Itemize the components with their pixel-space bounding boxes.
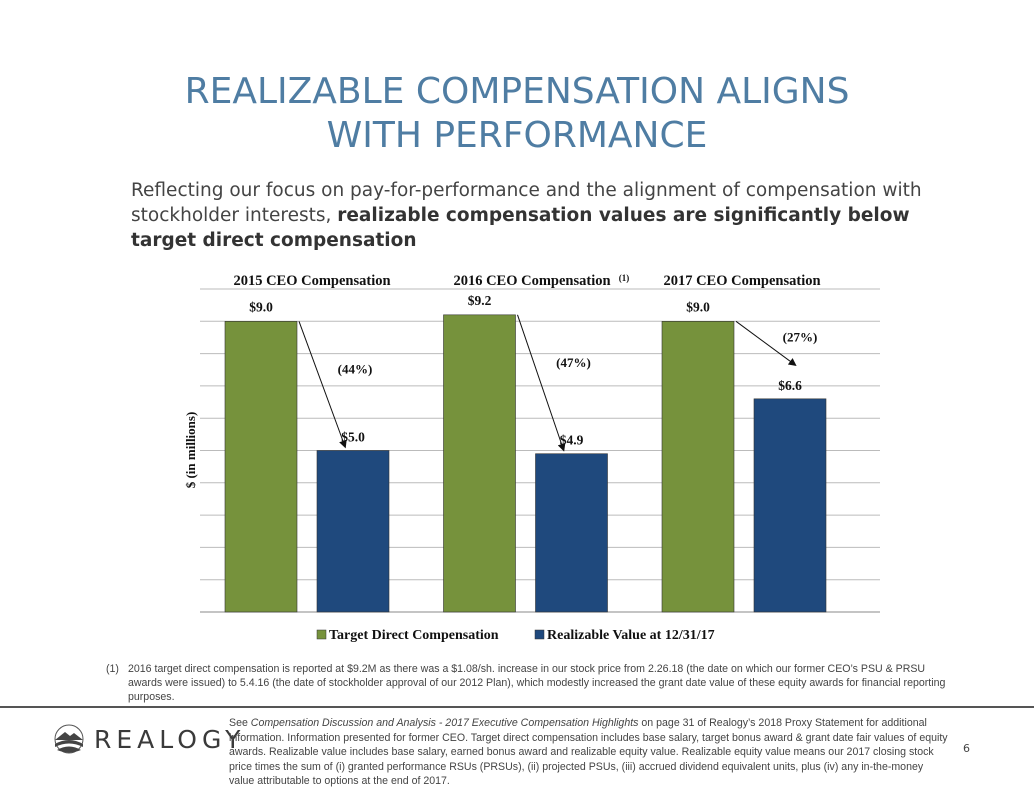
group-title: 2015 CEO Compensation xyxy=(233,273,390,289)
intro-plain: Reflecting our focus on pay-for-performa… xyxy=(131,180,922,226)
change-label: (47%) xyxy=(556,355,591,370)
legend-label: Realizable Value at 12/31/17 xyxy=(547,628,715,643)
page-number: 6 xyxy=(963,742,970,755)
y-axis-label: $ (in millions) xyxy=(183,412,198,489)
target-bar xyxy=(661,320,735,613)
change-arrow xyxy=(517,314,566,452)
target-bar xyxy=(443,314,516,613)
realizable-value-label: $4.9 xyxy=(560,433,584,448)
intro-text: Reflecting our focus on pay-for-performa… xyxy=(131,178,961,253)
realogy-logo: REALOGY xyxy=(52,724,245,754)
title-line-2: WITH PERFORMANCE xyxy=(326,115,708,156)
target-value-label: $9.0 xyxy=(249,299,273,314)
group-title: 2016 CEO Compensation xyxy=(453,273,610,289)
realizable-bar xyxy=(535,453,608,613)
source-post: on page 31 of Realogy’s 2018 Proxy State… xyxy=(229,717,948,787)
footnote-number: (1) xyxy=(106,663,119,675)
realizable-bar xyxy=(316,450,390,613)
realizable-value-label: $6.6 xyxy=(778,378,802,393)
source-note: See Compensation Discussion and Analysis… xyxy=(229,716,949,789)
page-title: REALIZABLE COMPENSATION ALIGNS WITH PERF… xyxy=(0,70,1034,158)
source-italic: Compensation Discussion and Analysis - 2… xyxy=(250,717,639,729)
legend-swatch xyxy=(534,629,545,640)
realizable-value-label: $5.0 xyxy=(341,430,365,445)
realizable-bar xyxy=(753,398,827,613)
footnote: (1) 2016 target direct compensation is r… xyxy=(106,662,946,704)
change-label: (27%) xyxy=(783,329,818,344)
mountain-logo-icon xyxy=(54,724,84,754)
group-title: 2017 CEO Compensation xyxy=(663,273,820,289)
change-arrow xyxy=(735,320,797,367)
legend-swatch xyxy=(316,629,327,640)
footnote-text: 2016 target direct compensation is repor… xyxy=(128,663,946,703)
divider xyxy=(0,706,1034,708)
footnote-mark: (1) xyxy=(619,273,630,283)
source-pre: See xyxy=(229,717,251,729)
legend-label: Target Direct Compensation xyxy=(329,628,499,643)
change-arrow xyxy=(298,321,347,449)
compensation-chart: $ (in millions) 2015 CEO Compensation $9.0… xyxy=(183,273,880,643)
target-value-label: $9.2 xyxy=(468,293,492,308)
title-line-1: REALIZABLE COMPENSATION ALIGNS xyxy=(184,71,850,112)
target-bar xyxy=(224,320,298,613)
intro-bold: realizable compensation values are signi… xyxy=(131,205,910,251)
target-value-label: $9.0 xyxy=(686,299,710,314)
change-label: (44%) xyxy=(338,361,373,376)
logo-text: REALOGY xyxy=(94,724,246,754)
